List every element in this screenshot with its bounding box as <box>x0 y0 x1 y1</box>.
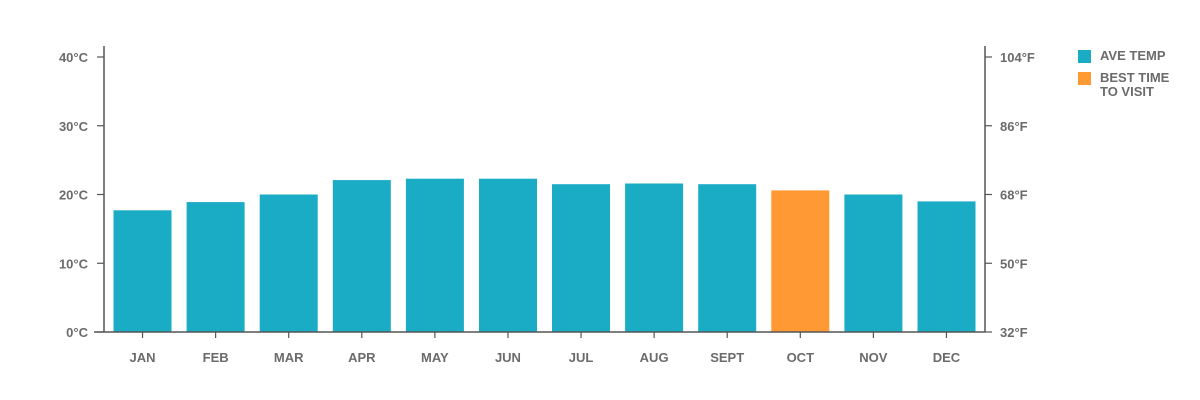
bar-oct <box>771 190 830 332</box>
bar-feb <box>186 202 245 332</box>
y-tick-label-right: 86°F <box>1000 119 1028 134</box>
x-tick-label-may: MAY <box>421 350 449 365</box>
legend-swatch-best-time <box>1078 72 1091 85</box>
y-tick-label-right: 32°F <box>1000 325 1028 340</box>
legend-label-ave-temp: AVE TEMP <box>1100 48 1166 63</box>
bar-may <box>405 178 464 332</box>
ticks-group: JAN FEB MAR APR MAY JUN JUL AUG SEPT OCT NOV DEC 0°C… <box>59 50 1035 365</box>
bar-nov <box>844 194 903 332</box>
y-tick-label-left: 0°C <box>66 325 88 340</box>
legend-swatch-ave-temp <box>1078 50 1091 63</box>
bar-jul <box>552 184 610 332</box>
legend-item-ave-temp: AVE TEMP <box>1078 49 1180 63</box>
x-tick-label-nov: NOV <box>859 350 888 365</box>
bar-dec <box>917 201 976 332</box>
y-tick-label-right: 68°F <box>1000 188 1028 203</box>
x-tick-label-mar: MAR <box>274 350 304 365</box>
x-tick-label-jan: JAN <box>130 350 156 365</box>
x-tick-label-apr: APR <box>348 350 376 365</box>
x-tick-label-dec: DEC <box>933 350 961 365</box>
x-tick-label-jun: JUN <box>495 350 521 365</box>
bar-aug <box>625 183 684 332</box>
x-tick-label-feb: FEB <box>203 350 229 365</box>
x-tick-label-jul: JUL <box>569 350 594 365</box>
y-tick-label-left: 10°C <box>59 256 89 271</box>
bar-jan <box>113 210 172 332</box>
bars-group <box>113 178 976 332</box>
legend-label-best-time: BEST TIME TO VISIT <box>1100 70 1170 99</box>
y-tick-label-left: 40°C <box>59 50 89 65</box>
axes-group <box>94 46 986 333</box>
y-tick-label-left: 20°C <box>59 188 89 203</box>
bar-mar <box>259 194 318 332</box>
x-tick-label-aug: AUG <box>640 350 669 365</box>
legend-item-best-time: BEST TIME TO VISIT <box>1078 71 1180 99</box>
y-tick-label-right: 50°F <box>1000 256 1028 271</box>
x-tick-label-sept: SEPT <box>710 350 744 365</box>
bar-apr <box>332 180 391 332</box>
bar-sept <box>698 184 757 332</box>
x-tick-label-oct: OCT <box>787 350 815 365</box>
y-tick-label-left: 30°C <box>59 119 89 134</box>
bar-jun <box>479 178 537 332</box>
legend: AVE TEMP BEST TIME TO VISIT <box>1078 49 1180 107</box>
y-tick-label-right: 104°F <box>1000 50 1035 65</box>
